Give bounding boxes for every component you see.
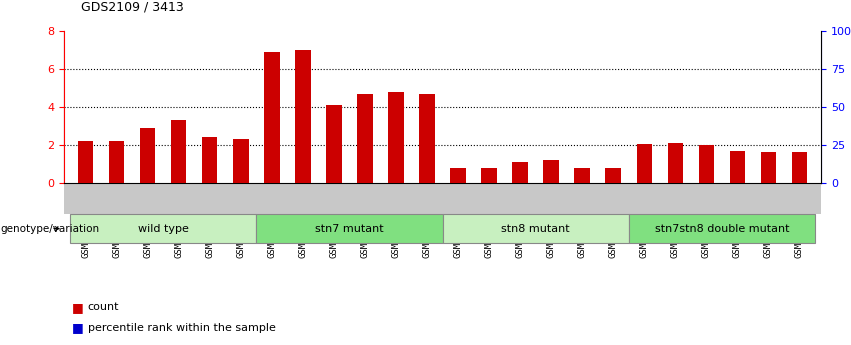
Bar: [443, 214, 629, 243]
Bar: [109, 141, 124, 183]
Bar: [482, 168, 497, 183]
Bar: [420, 94, 435, 183]
Text: GDS2109 / 3413: GDS2109 / 3413: [81, 1, 184, 14]
Point: [731, 43, 745, 49]
Point: [545, 54, 558, 60]
Bar: [295, 50, 311, 183]
Bar: [140, 128, 156, 183]
Point: [265, 30, 278, 35]
Bar: [512, 162, 528, 183]
Point: [483, 62, 496, 67]
Bar: [326, 105, 341, 183]
Bar: [667, 143, 683, 183]
Point: [513, 54, 527, 60]
Text: stn7stn8 double mutant: stn7stn8 double mutant: [654, 224, 789, 234]
Text: genotype/variation: genotype/variation: [1, 224, 100, 234]
Bar: [388, 92, 403, 183]
Bar: [629, 214, 815, 243]
Point: [110, 39, 123, 45]
Bar: [729, 151, 745, 183]
Point: [358, 30, 372, 35]
Point: [792, 40, 806, 46]
Bar: [256, 214, 443, 243]
Point: [140, 36, 154, 41]
Bar: [202, 137, 218, 183]
FancyArrowPatch shape: [54, 227, 59, 230]
Point: [79, 39, 93, 45]
Bar: [357, 94, 373, 183]
Text: ■: ■: [72, 300, 84, 314]
Point: [420, 31, 434, 37]
Point: [234, 40, 248, 46]
Bar: [605, 168, 621, 183]
Point: [172, 37, 186, 43]
Bar: [450, 168, 465, 183]
Bar: [699, 145, 714, 183]
Point: [203, 39, 216, 45]
Bar: [791, 151, 808, 183]
Bar: [544, 160, 559, 183]
Point: [327, 30, 340, 35]
Point: [389, 30, 403, 35]
Point: [762, 40, 775, 46]
Bar: [77, 141, 94, 183]
Text: wild type: wild type: [138, 224, 189, 234]
Text: stn7 mutant: stn7 mutant: [315, 224, 384, 234]
Bar: [171, 120, 186, 183]
Text: count: count: [88, 302, 119, 312]
Point: [637, 39, 651, 45]
Point: [607, 60, 620, 66]
Bar: [637, 144, 652, 183]
Point: [669, 39, 683, 45]
Bar: [264, 52, 280, 183]
Text: ■: ■: [72, 321, 84, 334]
Point: [451, 62, 465, 67]
Bar: [761, 151, 776, 183]
Bar: [70, 214, 256, 243]
Point: [575, 62, 589, 67]
Bar: [574, 168, 590, 183]
Point: [700, 42, 713, 48]
Point: [296, 30, 310, 35]
Text: stn8 mutant: stn8 mutant: [501, 224, 570, 234]
Bar: [233, 139, 248, 183]
Text: percentile rank within the sample: percentile rank within the sample: [88, 323, 276, 333]
